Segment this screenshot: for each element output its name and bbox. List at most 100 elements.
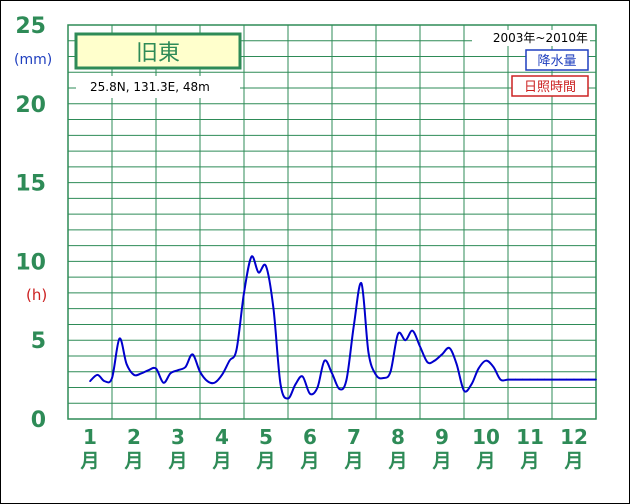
data-point [419,345,421,348]
x-tick-unit: 月 [563,450,583,472]
data-point [455,363,458,365]
x-tick-label: 9 [435,425,449,449]
unit-mm-label: (mm) [14,52,52,68]
x-tick-unit: 月 [79,450,99,472]
x-tick-unit: 月 [343,450,363,472]
series [89,255,597,400]
data-point [441,353,443,356]
x-tick-unit: 月 [387,450,407,472]
data-point [367,352,370,354]
data-point [587,378,590,381]
coords-box [76,76,240,98]
data-point [382,377,385,379]
x-tick-unit: 月 [299,450,319,472]
y-tick-label: 5 [31,329,46,354]
data-point [411,329,414,332]
data-point [155,367,157,370]
data-point [316,386,319,389]
data-point [250,255,253,258]
y-tick-label: 25 [15,14,46,39]
data-point [360,282,363,285]
data-point [463,389,465,392]
data-point [294,383,297,386]
x-tick-label: 2 [127,425,141,449]
period-box [472,30,590,46]
y-tick-label: 20 [15,93,46,118]
period-label: 2003年~2010年 [493,31,588,45]
data-point [177,369,179,371]
x-tick-unit: 月 [123,450,143,472]
x-tick-unit: 月 [211,450,231,472]
x-tick-unit: 月 [431,450,451,472]
data-point [492,366,495,368]
data-point [485,359,487,362]
data-point [543,378,546,381]
data-point [133,374,135,376]
data-point [125,363,128,365]
station-coords: 25.8N, 131.3E, 48m [90,80,210,94]
data-point [529,378,531,381]
data-point [89,380,91,382]
data-point [558,378,561,381]
data-point [433,359,436,362]
data-point [375,374,377,376]
data-point [103,380,106,382]
x-tick-label: 8 [391,425,405,449]
series-line-precip [89,255,596,400]
data-point [551,378,553,381]
x-tick-label: 1 [83,425,97,449]
data-point [426,361,429,364]
data-point [191,353,194,356]
data-point [206,380,209,382]
x-tick-unit: 月 [519,450,539,472]
y-tick-label: 10 [15,250,46,275]
data-point [397,333,399,335]
data-point [279,383,282,386]
data-point [140,372,143,375]
data-point [199,370,201,373]
y-tick-label: 0 [31,408,46,433]
data-point [111,377,113,379]
data-point [96,374,99,376]
data-point [184,366,187,368]
x-tick-label: 5 [259,425,273,449]
data-point [573,378,575,381]
y-axis-ticks: 0 5 10 15 20 25 [15,14,46,433]
y-tick-label: 15 [15,172,46,197]
data-point [118,337,121,340]
data-point [345,378,348,381]
legend-sunshine-label: 日照時間 [524,80,576,95]
data-point [595,378,597,381]
data-point [265,265,267,267]
x-tick-label: 4 [215,425,229,449]
data-point [477,367,480,370]
data-point [536,378,539,381]
data-point [470,383,473,386]
data-point [169,372,172,375]
unit-h-label: (h) [26,286,47,304]
data-point [338,388,341,390]
x-tick-label: 10 [472,425,500,449]
data-point [514,378,517,381]
x-tick-label: 3 [171,425,185,449]
data-point [147,369,150,371]
x-tick-unit: 月 [475,450,495,472]
data-point [389,370,392,373]
data-point [162,381,165,384]
data-point [404,339,407,342]
data-point [507,378,509,381]
data-point [580,378,583,381]
x-tick-label: 6 [303,425,317,449]
data-point [323,359,326,362]
x-tick-unit: 月 [255,450,275,472]
data-point [565,378,568,381]
x-tick-label: 11 [516,425,544,449]
data-point [448,347,451,349]
legend-precip-label: 降水量 [537,54,576,69]
data-point [301,375,304,378]
data-point [309,392,311,395]
data-point [243,292,245,294]
data-point [235,348,238,351]
